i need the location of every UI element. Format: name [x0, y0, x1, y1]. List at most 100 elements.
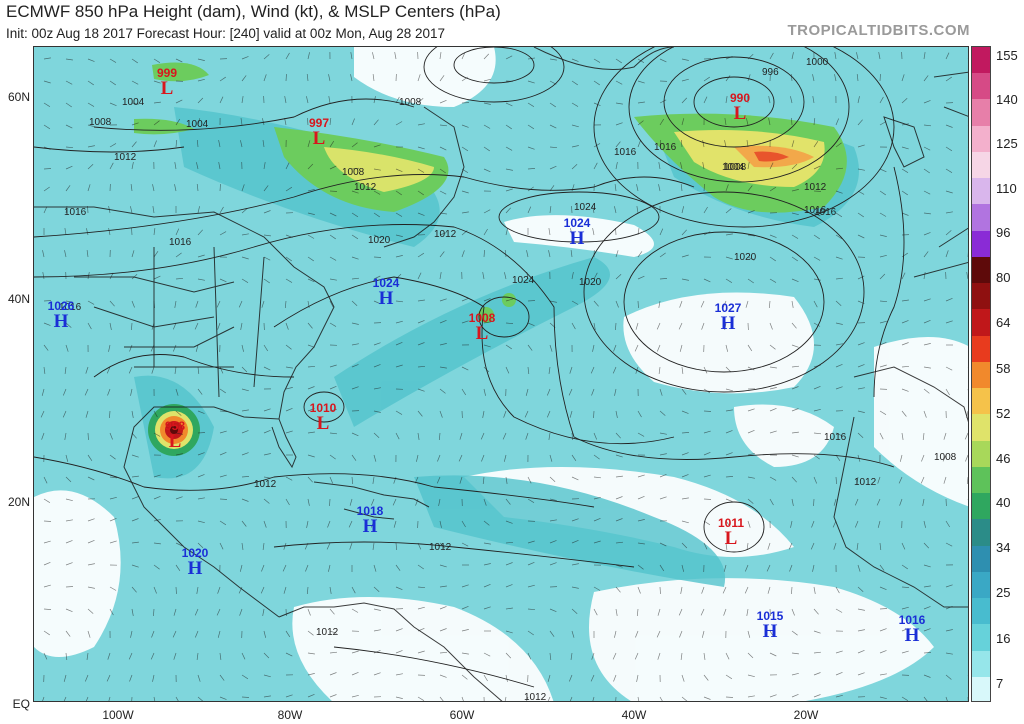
wind-barb [263, 344, 268, 352]
wind-barb [285, 186, 293, 192]
wind-barb [219, 366, 224, 374]
wind-barb [593, 300, 599, 307]
wind-barb [417, 627, 425, 632]
wind-barb [395, 564, 401, 571]
wind-barb [504, 249, 507, 258]
isobar-label: 1016 [169, 237, 192, 248]
center-pressure-value: 990 [729, 91, 751, 105]
wind-barb [329, 300, 334, 308]
wind-barb [65, 454, 69, 462]
wind-barb [549, 630, 555, 637]
wind-barb [153, 608, 155, 617]
wind-barb [813, 694, 821, 698]
wind-barb [681, 674, 685, 682]
wind-barb [263, 453, 271, 456]
wind-barb [109, 300, 115, 307]
wind-barb [615, 696, 617, 701]
wind-barb [525, 432, 529, 440]
wind-barb [42, 272, 45, 280]
wind-barb [307, 117, 309, 126]
wind-barb [681, 696, 688, 701]
colorbar-segment [972, 414, 990, 442]
wind-barb [857, 608, 865, 611]
wind-barb [43, 608, 52, 610]
wind-barb [483, 674, 488, 682]
wind-barb [592, 696, 595, 701]
wind-barb [636, 206, 639, 214]
wind-barb [703, 76, 710, 82]
wind-barb [395, 234, 403, 237]
wind-barb [766, 564, 771, 572]
wind-barb [527, 124, 535, 130]
wind-barb [304, 542, 309, 550]
wind-barb [351, 256, 359, 260]
wind-barb [285, 652, 293, 657]
wind-barb [461, 211, 469, 214]
wind-barb [153, 495, 161, 500]
center-type-symbol: L [724, 528, 738, 549]
wind-barb [549, 652, 552, 661]
wind-barb [285, 344, 292, 350]
wind-barb [43, 584, 51, 588]
wind-barb [351, 118, 355, 126]
wind-barb [439, 232, 447, 236]
wind-barb [835, 142, 842, 148]
wind-barb [857, 410, 865, 413]
wind-barb [373, 144, 381, 148]
wind-barb [813, 454, 820, 460]
wind-barb [109, 80, 116, 86]
wind-barb [439, 146, 447, 151]
lat-label-eq: EQ [12, 697, 30, 711]
wind-barb [945, 76, 952, 82]
wind-barb [417, 212, 425, 216]
wind-barb [43, 561, 51, 566]
wind-barb [219, 231, 227, 236]
wind-barb [636, 608, 639, 617]
wind-barb [197, 206, 200, 214]
wind-barb [615, 58, 622, 64]
wind-barb [790, 520, 793, 528]
center-type-symbol: H [378, 288, 394, 309]
wind-barb [879, 586, 887, 591]
wind-barb [505, 146, 513, 151]
wind-barb [527, 652, 532, 660]
wind-barb [613, 344, 617, 352]
wind-barb [571, 205, 573, 214]
wind-barb [483, 249, 485, 258]
wind-barb [571, 563, 579, 566]
wind-barb [263, 234, 271, 237]
wind-barb [436, 476, 441, 484]
wind-barb [241, 366, 248, 373]
wind-barb [65, 80, 73, 85]
wind-barb [857, 586, 864, 592]
wind-barb [747, 210, 755, 214]
wind-barb [747, 498, 754, 504]
center-pressure-value: 1026 [47, 299, 75, 313]
wind-barb [329, 408, 337, 412]
wind-barb [481, 454, 485, 462]
wind-barb [769, 344, 776, 350]
wind-barb [65, 586, 74, 588]
wind-barb [593, 143, 601, 148]
wind-barb [329, 190, 338, 192]
wind-barb [329, 498, 331, 507]
wind-barb [131, 122, 139, 126]
wind-barb [527, 300, 536, 302]
wind-barb [877, 520, 881, 528]
wind-barb [87, 102, 95, 107]
isobar-label: 1012 [316, 627, 339, 638]
wind-barb [107, 388, 111, 396]
wind-barb [724, 322, 727, 330]
wind-barb [461, 124, 469, 128]
wind-barb [197, 696, 204, 701]
wind-barb [65, 300, 73, 303]
wind-barb [131, 475, 139, 478]
wind-barb [570, 652, 573, 660]
center-pressure-value: 999 [156, 66, 178, 80]
wind-barb [725, 696, 734, 698]
wind-barb [769, 278, 777, 283]
wind-barb [857, 144, 865, 148]
wind-barb [173, 608, 177, 616]
wind-barb [590, 366, 595, 374]
wind-barb [659, 278, 668, 280]
